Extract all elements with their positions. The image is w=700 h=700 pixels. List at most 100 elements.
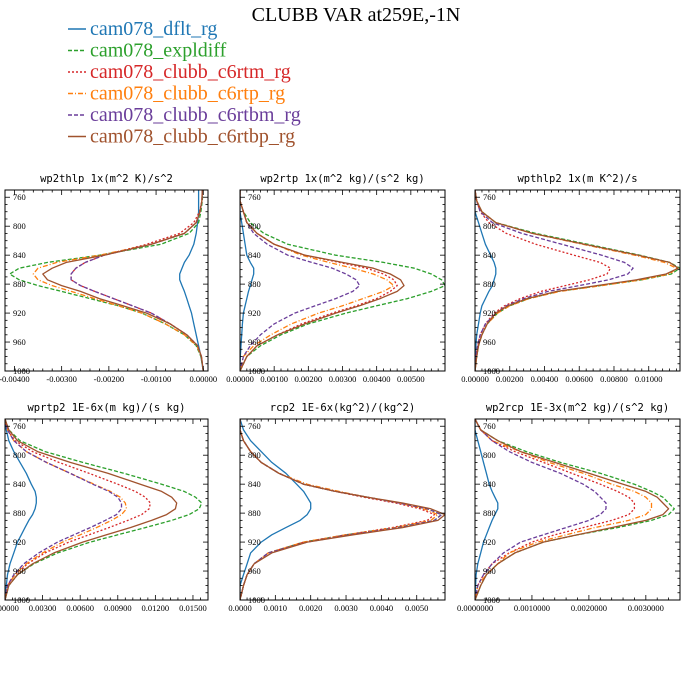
- series-line-cam078-expldiff: [240, 419, 443, 600]
- y-tick-label: 1000: [13, 366, 30, 376]
- panel-frame: [239, 189, 446, 372]
- y-tick-label: 800: [483, 450, 496, 460]
- series-line-cam078-clubb-c6rtbp-rg: [240, 419, 445, 600]
- panels: wp2thlp 1x(m^2 K)/s^2 760 800 840 880 920 960 1…: [0, 173, 681, 613]
- y-tick-label: 1000: [248, 366, 265, 376]
- series-line-cam078-clubb-c6rtbp-rg: [475, 190, 679, 371]
- legend-entry-cam078-clubb-c6rtbp-rg: cam078_clubb_c6rtbp_rg: [90, 126, 295, 148]
- series-line-cam078-clubb-c6rtbm-rg: [475, 190, 634, 371]
- x-tick-label: 0.00200: [295, 374, 323, 384]
- x-tick-label: 0.0020: [299, 603, 322, 613]
- y-tick-label: 800: [483, 221, 496, 231]
- y-tick-label: 840: [13, 479, 26, 489]
- series-line-cam078-clubb-c6rtp-rg: [240, 190, 395, 371]
- x-tick-label: 0.0030: [334, 603, 357, 613]
- panel-frame: [239, 418, 446, 601]
- y-tick-label: 760: [248, 192, 261, 202]
- y-tick-label: 880: [483, 508, 496, 518]
- x-tick-label: 0.0050: [405, 603, 428, 613]
- x-tick-label: 0.0040: [370, 603, 393, 613]
- panel-title: wprtp2 1E-6x(m kg)/(s kg): [27, 402, 185, 414]
- y-tick-label: 960: [13, 337, 26, 347]
- y-tick-label: 880: [13, 508, 26, 518]
- x-tick-label: 0.00100: [260, 374, 288, 384]
- y-tick-label: 760: [483, 421, 496, 431]
- x-tick-label: 0.0030000: [628, 603, 664, 613]
- series-line-cam078-expldiff: [475, 190, 680, 371]
- y-tick-label: 840: [13, 250, 26, 260]
- series-line-cam078-clubb-c6rtm-rg: [70, 190, 204, 371]
- y-tick-label: 920: [483, 537, 496, 547]
- y-tick-label: 760: [483, 192, 496, 202]
- x-tick-label: 0.00600: [565, 374, 593, 384]
- x-tick-label: 0.01500: [179, 603, 207, 613]
- y-tick-label: 880: [248, 508, 261, 518]
- x-tick-label: -0.00200: [94, 374, 124, 384]
- x-tick-label: 0.00300: [329, 374, 357, 384]
- x-tick-label: 0.01200: [142, 603, 170, 613]
- y-tick-label: 760: [248, 421, 261, 431]
- figure-title: CLUBB VAR at259E,-1N: [252, 4, 461, 26]
- y-tick-label: 920: [248, 537, 261, 547]
- x-tick-label: 0.00600: [66, 603, 94, 613]
- x-tick-label: 0.00000: [0, 603, 19, 613]
- series-line-cam078-dflt-rg: [475, 419, 499, 600]
- panel-frame: [474, 189, 681, 372]
- legend-entry-cam078-clubb-c6rtm-rg: cam078_clubb_c6rtm_rg: [90, 61, 291, 83]
- series-line-cam078-dflt-rg: [240, 419, 312, 600]
- y-tick-label: 840: [248, 250, 261, 260]
- y-tick-label: 760: [13, 192, 26, 202]
- series-line-cam078-clubb-c6rtp-rg: [475, 190, 678, 371]
- y-tick-label: 760: [13, 421, 26, 431]
- series-line-cam078-expldiff: [5, 419, 203, 600]
- x-tick-label: 0.0000000: [457, 603, 493, 613]
- y-tick-label: 1000: [248, 595, 265, 605]
- legend-entry-cam078-clubb-c6rtbm-rg: cam078_clubb_c6rtbm_rg: [90, 104, 301, 126]
- series-line-cam078-dflt-rg: [179, 190, 204, 371]
- x-tick-label: 0.00000: [461, 374, 489, 384]
- series-line-cam078-expldiff: [9, 190, 204, 371]
- series-line-cam078-clubb-c6rtbm-rg: [240, 190, 361, 371]
- y-tick-label: 1000: [483, 366, 500, 376]
- legend-entry-cam078-clubb-c6rtp-rg: cam078_clubb_c6rtp_rg: [90, 83, 285, 105]
- y-tick-label: 960: [13, 566, 26, 576]
- panel-title: wpthlp2 1x(m K^2)/s: [517, 173, 637, 185]
- x-tick-label: -0.00300: [46, 374, 76, 384]
- y-tick-label: 800: [248, 450, 261, 460]
- legend: cam078_dflt_rgcam078_expldiffcam078_club…: [68, 18, 301, 148]
- y-tick-label: 840: [483, 250, 496, 260]
- x-tick-label: 0.00000: [226, 374, 254, 384]
- series-line-cam078-expldiff: [240, 190, 445, 371]
- y-tick-label: 880: [248, 279, 261, 289]
- y-tick-label: 920: [13, 308, 26, 318]
- series-line-cam078-clubb-c6rtm-rg: [475, 419, 636, 600]
- y-tick-label: 800: [13, 221, 26, 231]
- series-line-cam078-clubb-c6rtbm-rg: [475, 419, 607, 600]
- x-tick-label: 0.00500: [397, 374, 425, 384]
- panel-title: rcp2 1E-6x(kg^2)/(kg^2): [270, 402, 415, 414]
- panel-2: wp2rtp 1x(m^2 kg)/(s^2 kg) 760 800 840 880 92…: [226, 173, 446, 384]
- series-line-cam078-clubb-c6rtbp-rg: [42, 190, 204, 371]
- panel-6: wp2rcp 1E-3x(m^2 kg)/(s^2 kg) 760 800 840 88…: [457, 402, 681, 613]
- series-line-cam078-clubb-c6rtp-rg: [5, 419, 128, 600]
- series-line-cam078-clubb-c6rtbm-rg: [70, 190, 204, 371]
- legend-entry-cam078-expldiff: cam078_expldiff: [90, 40, 227, 62]
- x-tick-label: 0.00800: [600, 374, 628, 384]
- x-tick-label: 0.0010000: [514, 603, 550, 613]
- series-line-cam078-clubb-c6rtbm-rg: [240, 419, 443, 600]
- x-tick-label: 0.00000: [189, 374, 217, 384]
- x-tick-label: 0.00400: [363, 374, 391, 384]
- series-line-cam078-clubb-c6rtp-rg: [32, 190, 204, 371]
- series-line-cam078-clubb-c6rtbp-rg: [240, 190, 405, 371]
- y-tick-label: 840: [483, 479, 496, 489]
- y-tick-label: 880: [13, 279, 26, 289]
- series-line-cam078-clubb-c6rtp-rg: [240, 419, 439, 600]
- y-tick-label: 1000: [483, 595, 500, 605]
- legend-entry-cam078-dflt-rg: cam078_dflt_rg: [90, 18, 217, 40]
- y-tick-label: 1000: [13, 595, 30, 605]
- x-tick-label: -0.00400: [0, 374, 30, 384]
- series-line-cam078-dflt-rg: [5, 419, 37, 600]
- panel-frame: [4, 418, 209, 601]
- y-tick-label: 880: [483, 279, 496, 289]
